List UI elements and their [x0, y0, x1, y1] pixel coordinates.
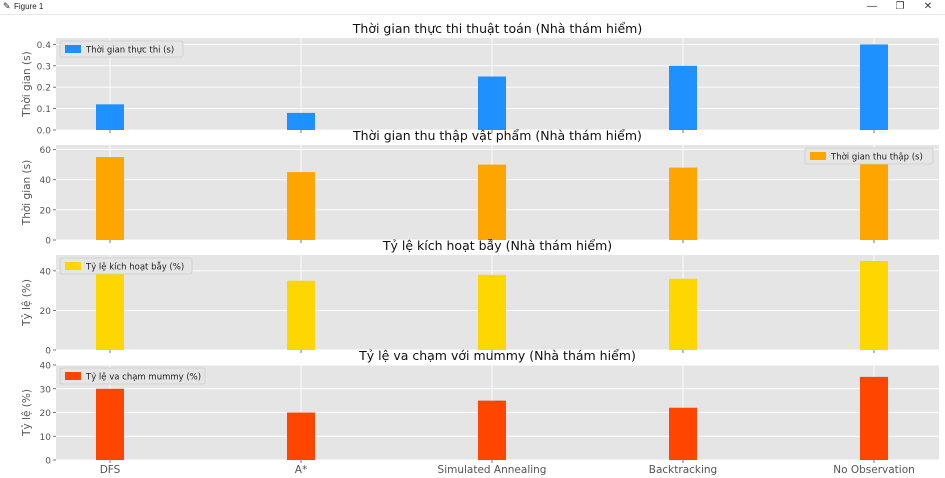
legend-frame	[59, 257, 193, 275]
bar-dfs	[96, 270, 124, 350]
bar-no-observation	[860, 260, 888, 350]
bar-dfs	[96, 104, 124, 130]
legend-swatch	[65, 45, 81, 53]
y-tick-label: 0.0	[37, 127, 52, 137]
y-tick-label: 20	[40, 307, 52, 317]
y-tick-label: 10	[40, 433, 52, 443]
x-tick-label: No Observation	[833, 464, 915, 476]
y-tick-label: 0	[45, 347, 51, 357]
chart-panel-4: 0 10 20 30 40 DFS A* Simulated Annealing Backtra…	[21, 348, 939, 476]
y-tick-label: 60	[40, 146, 52, 156]
y-tick-label: 40	[40, 267, 52, 277]
y-axis-label: Thời gian (s)	[21, 51, 33, 117]
chart-title: Tỷ lệ kích hoạt bẫy (Nhà thám hiểm)	[382, 238, 612, 253]
legend: Thời gian thu thập (s)	[804, 147, 934, 165]
legend-label: Thời gian thu thập (s)	[830, 152, 923, 163]
bar-backtracking	[669, 167, 697, 240]
y-tick-label: 0.4	[37, 41, 52, 51]
bar-a-	[287, 280, 315, 350]
window-titlebar: ✎ Figure 1 — ❐ ✕	[0, 0, 945, 15]
bar-dfs	[96, 157, 124, 240]
matplotlib-figure-icon: ✎	[3, 1, 11, 11]
x-tick-label: DFS	[100, 464, 121, 476]
chart-panel-3: 0 20 40 Tỷ lệ kích hoạt bẫy (Nhà thám hiểm)…	[21, 238, 939, 357]
bar-backtracking	[669, 278, 697, 350]
x-tick-label: Simulated Annealing	[438, 464, 547, 476]
y-tick-label: 0.3	[37, 62, 51, 72]
chart-title: Tỷ lệ va chạm với mummy (Nhà thám hiểm)	[358, 348, 636, 363]
chart-title: Thời gian thực thi thuật toán (Nhà thám …	[352, 21, 642, 36]
maximize-button[interactable]: ❐	[895, 1, 905, 12]
bar-a-	[287, 412, 315, 460]
bar-simulated-annealing	[478, 274, 506, 350]
bar-no-observation	[860, 44, 888, 130]
minimize-button[interactable]: —	[867, 1, 877, 12]
close-button[interactable]: ✕	[923, 1, 933, 12]
legend: Tỷ lệ kích hoạt bẫy (%)	[59, 257, 193, 275]
bar-dfs	[96, 388, 124, 460]
y-axis-label: Tỷ lệ (%)	[21, 389, 33, 437]
y-axis-label: Thời gian (s)	[21, 160, 33, 226]
y-axis-label: Tỷ lệ (%)	[21, 279, 33, 327]
x-tick-label: A*	[295, 464, 307, 476]
bar-simulated-annealing	[478, 400, 506, 460]
legend-swatch	[65, 372, 81, 380]
window-title: Figure 1	[14, 2, 44, 11]
y-tick-label: 0.2	[37, 84, 51, 94]
bar-a-	[287, 172, 315, 240]
y-tick-label: 20	[40, 206, 52, 216]
legend-frame	[804, 147, 934, 165]
y-tick-label: 40	[40, 362, 52, 372]
bar-backtracking	[669, 65, 697, 130]
bar-no-observation	[860, 161, 888, 240]
bar-simulated-annealing	[478, 164, 506, 240]
chart-title: Thời gian thu thập vật phẩm (Nhà thám hi…	[352, 128, 642, 143]
y-tick-label: 20	[40, 409, 52, 419]
bar-no-observation	[860, 376, 888, 460]
legend-swatch	[65, 262, 81, 270]
chart-panel-1: 0.0 0.1 0.2 0.3 0.4 Thời gian thực thi thuật …	[21, 21, 939, 137]
legend-label: Tỷ lệ va chạm mummy (%)	[85, 372, 201, 383]
y-tick-label: 0	[45, 457, 51, 467]
y-tick-label: 0	[45, 237, 51, 247]
x-tick-label: Backtracking	[649, 464, 717, 476]
bar-backtracking	[669, 407, 697, 460]
legend: Tỷ lệ va chạm mummy (%)	[59, 367, 206, 385]
chart-panel-2: 0 20 40 60 Thời gian thu thập vật phẩm (Nhà …	[21, 128, 939, 247]
legend-swatch	[810, 152, 826, 160]
y-tick-label: 0.1	[37, 105, 51, 115]
legend-frame	[59, 367, 206, 385]
y-tick-label: 40	[40, 176, 52, 186]
bar-a-	[287, 112, 315, 130]
y-tick-label: 30	[40, 385, 52, 395]
legend: Thời gian thực thi (s)	[59, 40, 184, 58]
legend-frame	[59, 40, 184, 58]
legend-label: Thời gian thực thi (s)	[85, 45, 174, 56]
legend-label: Tỷ lệ kích hoạt bẫy (%)	[85, 262, 184, 273]
bar-simulated-annealing	[478, 76, 506, 130]
